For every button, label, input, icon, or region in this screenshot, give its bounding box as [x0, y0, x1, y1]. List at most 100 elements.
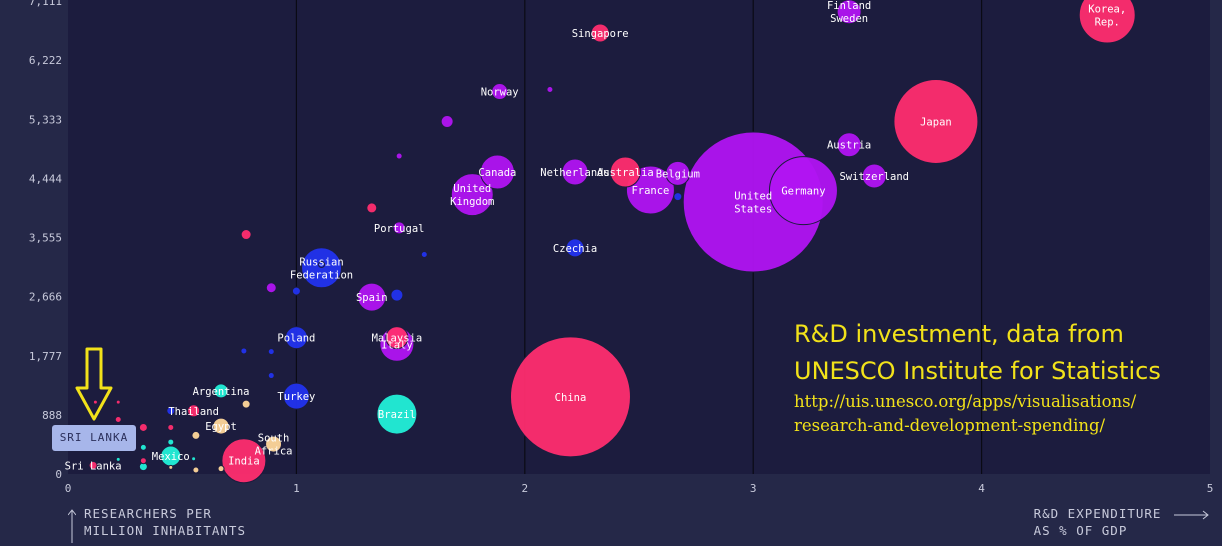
annotation-line2: UNESCO Institute for Statistics [794, 357, 1161, 385]
y-axis-caption: RESEARCHERS PER MILLION INHABITANTS [68, 505, 246, 543]
bubble [138, 422, 148, 432]
bubble [376, 393, 418, 435]
x-tick-label: 3 [750, 482, 757, 495]
bubble [114, 415, 122, 423]
bubble-label: States [734, 203, 772, 215]
bubble-label: South [258, 433, 290, 445]
bubble-label: Argentina [193, 386, 250, 398]
bubble-label: India [228, 456, 260, 468]
bubble-label: Turkey [277, 391, 315, 403]
bubble [836, 0, 862, 25]
bubble-label: Germany [781, 186, 825, 198]
callout-arrow [75, 347, 113, 421]
bubble [267, 372, 275, 380]
bubble [265, 282, 277, 294]
bubble-label: Finland [827, 0, 871, 12]
bubble-label: Malaysia [372, 333, 423, 345]
x-caption-line2: AS % OF GDP [1033, 523, 1128, 538]
bubble [212, 417, 230, 435]
bubble-label: Kingdom [450, 196, 494, 208]
y-caption-line2: MILLION INHABITANTS [84, 523, 246, 538]
bubble [357, 282, 387, 312]
bubble [565, 238, 585, 258]
bubble-label: China [555, 392, 587, 404]
bubble-label: Rep. [1095, 17, 1120, 29]
x-tick-label: 0 [65, 482, 72, 495]
bubble [561, 158, 589, 186]
bubble-label: Sweden [830, 13, 868, 25]
bubble-label: Thailand [168, 406, 219, 418]
right-arrow-icon [1174, 510, 1209, 519]
bubble-label: Egypt [205, 421, 237, 433]
up-arrow-icon [68, 509, 76, 543]
bubble-label: Africa [255, 446, 293, 458]
bubble [609, 156, 641, 188]
bubble-label: Mexico [152, 451, 190, 463]
bubble-label: Belgium [656, 168, 700, 180]
bubble-label: Korea, [1088, 4, 1126, 16]
bubble [167, 423, 175, 431]
bubble [284, 326, 308, 350]
bubble [450, 173, 494, 217]
bubble [166, 406, 176, 416]
bubble [546, 86, 554, 94]
bubble [267, 348, 275, 356]
bubble [187, 404, 201, 418]
bubble [665, 160, 691, 186]
source-annotation: R&D investment, data from UNESCO Institu… [794, 316, 1161, 438]
bubble-label: Japan [920, 116, 952, 128]
bubble [768, 156, 838, 226]
y-tick-label: 0 [55, 468, 62, 481]
bubble [392, 221, 406, 235]
bubble-label: Australia [597, 167, 654, 179]
x-tick-label: 2 [521, 482, 528, 495]
bubble-label: Czechia [553, 243, 597, 255]
y-tick-label: 6,222 [29, 54, 62, 67]
bubble [479, 154, 515, 190]
bubble-label: Federation [290, 269, 353, 281]
x-tick-label: 1 [293, 482, 300, 495]
bubble [291, 286, 301, 296]
bubble-label: Netherlands [540, 167, 610, 179]
bubble [509, 336, 631, 458]
hover-tooltip: SRI LANKA [52, 425, 136, 451]
bubble-label: Canada [478, 167, 516, 179]
bubble-label: Spain [356, 292, 388, 304]
y-tick-label: 2,666 [29, 291, 62, 304]
bubble [191, 456, 197, 462]
x-tick-label: 5 [1207, 482, 1214, 495]
bubble [1078, 0, 1136, 44]
bubble [861, 163, 887, 189]
bubble [191, 430, 201, 440]
bubble [213, 383, 229, 399]
y-tick-label: 3,555 [29, 232, 62, 245]
annotation-url-line2: research-and-development-spending/ [794, 416, 1106, 435]
bubble [115, 456, 121, 462]
bubble-label: Portugal [374, 223, 425, 235]
bubble [167, 438, 175, 446]
y-tick-label: 1,777 [29, 350, 62, 363]
y-tick-label: 5,333 [29, 113, 62, 126]
bubble-label: Norway [481, 87, 519, 99]
bubble-label: Singapore [572, 28, 629, 40]
annotation-line1: R&D investment, data from [794, 320, 1124, 348]
y-tick-label: 7,111 [29, 0, 62, 8]
bubble [282, 382, 310, 410]
x-axis-caption: R&D EXPENDITURE AS % OF GDP [1034, 505, 1210, 539]
y-tick-label: 4,444 [29, 172, 62, 185]
bubble [893, 78, 979, 164]
bubble-label: Sri Lanka [65, 460, 122, 472]
bubble [590, 23, 610, 43]
bubble [241, 399, 251, 409]
bubble [139, 457, 147, 465]
bubble [192, 466, 200, 474]
bubble [836, 132, 862, 158]
bubble-label: United [734, 190, 772, 202]
annotation-url-line1: http://uis.unesco.org/apps/visualisation… [794, 392, 1137, 411]
bubble [168, 464, 174, 470]
bubble-label: Brazil [378, 409, 416, 421]
bubble [115, 399, 121, 405]
